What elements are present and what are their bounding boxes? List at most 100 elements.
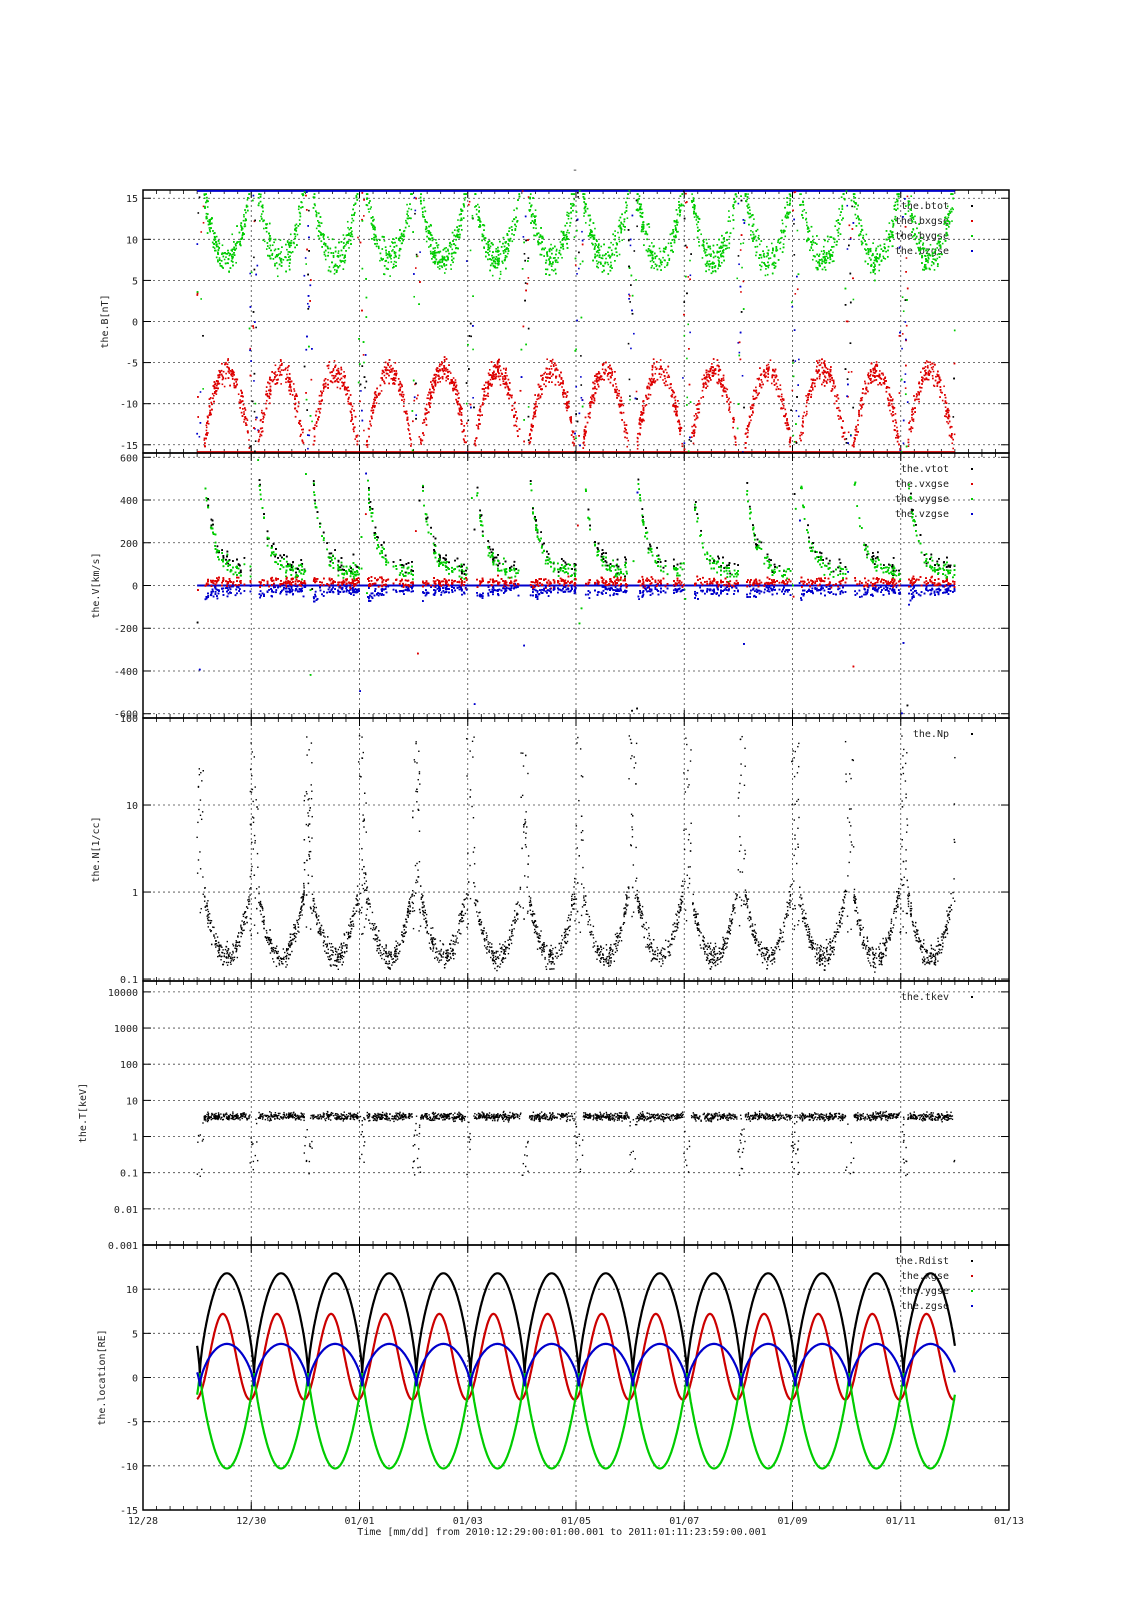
data-point: [649, 260, 652, 263]
data-point: [395, 261, 397, 264]
data-point: [439, 259, 441, 261]
data-point: [413, 295, 416, 298]
data-point: [493, 256, 495, 259]
data-point: [373, 236, 375, 239]
data-point: [636, 448, 639, 450]
data-point: [748, 206, 751, 209]
data-point: [597, 385, 600, 388]
data-point: [293, 242, 295, 245]
data-point: [846, 248, 849, 250]
data-point: [215, 235, 218, 238]
data-point: [877, 245, 879, 248]
data-point: [773, 380, 775, 383]
data-point: [757, 378, 760, 381]
legend-marker: [971, 220, 973, 222]
data-point: [779, 241, 782, 244]
data-point: [594, 227, 596, 230]
data-point: [707, 373, 710, 376]
data-point: [761, 381, 763, 383]
data-point: [717, 373, 720, 376]
data-point: [626, 432, 629, 435]
data-point: [318, 410, 321, 413]
data-point: [952, 447, 954, 450]
data-point: [425, 230, 428, 233]
data-point: [695, 404, 698, 406]
data-point: [445, 370, 447, 372]
data-point: [707, 245, 710, 248]
data-point: [299, 212, 302, 215]
data-point: [916, 394, 918, 397]
data-point: [207, 220, 209, 222]
data-point: [782, 407, 785, 409]
data-point: [296, 410, 299, 413]
data-point: [823, 375, 826, 377]
data-point: [540, 242, 542, 245]
data-point: [614, 377, 616, 380]
data-point: [308, 434, 311, 437]
data-point: [463, 206, 466, 208]
data-point: [618, 236, 620, 239]
data-point: [851, 205, 853, 208]
data-point: [402, 405, 405, 407]
data-point: [357, 236, 359, 239]
data-point: [610, 376, 612, 379]
data-point: [383, 366, 386, 368]
data-point: [729, 220, 731, 222]
data-point: [289, 233, 292, 236]
data-point: [718, 261, 721, 263]
data-point: [862, 392, 864, 395]
data-point: [635, 279, 637, 281]
data-point: [450, 268, 452, 270]
data-point: [720, 380, 723, 382]
data-point: [791, 306, 794, 308]
data-point: [618, 253, 621, 256]
data-point: [370, 424, 372, 427]
data-point: [498, 378, 501, 381]
data-point: [390, 261, 393, 263]
data-point: [659, 359, 662, 361]
data-point: [246, 199, 249, 201]
data-point: [781, 222, 784, 225]
data-point: [613, 254, 616, 256]
data-point: [946, 205, 949, 208]
data-point: [753, 218, 755, 220]
data-point: [315, 422, 318, 425]
data-point: [386, 362, 389, 365]
data-point: [497, 371, 500, 374]
data-point: [951, 207, 954, 209]
data-point: [319, 403, 321, 405]
data-point: [858, 217, 860, 220]
data-point: [688, 439, 691, 441]
data-point: [491, 274, 494, 277]
data-point: [915, 396, 918, 398]
data-point: [627, 439, 630, 442]
data-point: [872, 252, 874, 255]
data-point: [793, 254, 796, 256]
data-point: [230, 249, 233, 251]
data-point: [295, 223, 298, 226]
data-point: [926, 252, 929, 255]
data-point: [346, 386, 349, 389]
data-point: [289, 385, 292, 388]
data-point: [773, 264, 775, 267]
data-point: [393, 378, 395, 381]
data-point: [483, 384, 486, 387]
data-point: [273, 249, 276, 252]
data-point: [696, 216, 698, 219]
data-point: [775, 374, 777, 376]
data-point: [727, 220, 730, 222]
data-point: [333, 360, 336, 362]
data-point: [415, 253, 418, 256]
data-point: [435, 376, 437, 378]
data-point: [408, 429, 410, 432]
data-point: [800, 431, 802, 434]
data-point: [918, 242, 920, 245]
data-point: [225, 361, 227, 364]
data-point: [394, 254, 397, 256]
data-point: [279, 373, 282, 376]
data-point: [931, 375, 934, 377]
data-point: [246, 205, 249, 208]
data-point: [427, 397, 430, 400]
data-point: [693, 423, 696, 426]
data-point: [941, 242, 944, 245]
